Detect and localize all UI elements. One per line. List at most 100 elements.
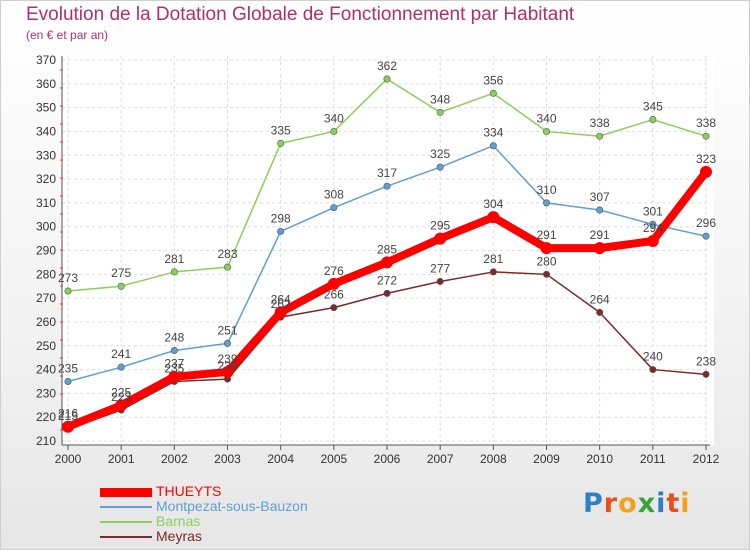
x-tick-label: 2012 (693, 452, 720, 466)
y-tick-label: 320 (36, 172, 56, 186)
y-tick-label: 280 (36, 267, 56, 281)
logo-letter: t (666, 488, 681, 519)
x-tick-label: 2008 (480, 452, 507, 466)
y-tick-label: 360 (36, 77, 56, 91)
data-label: 335 (271, 123, 291, 137)
y-tick-label: 330 (36, 148, 56, 162)
data-point (649, 220, 657, 228)
logo-letter: i (656, 488, 667, 519)
data-label: 310 (536, 183, 556, 197)
data-label: 215 (58, 409, 78, 423)
data-label: 348 (430, 92, 450, 106)
data-point (383, 182, 391, 190)
legend-label: Meyras (156, 528, 202, 544)
data-label: 273 (58, 271, 78, 285)
data-point (542, 127, 550, 135)
data-point (115, 399, 128, 412)
data-label: 277 (430, 261, 450, 275)
data-label: 276 (324, 264, 344, 278)
x-tick-label: 2005 (320, 452, 347, 466)
data-point (434, 232, 447, 245)
data-label: 241 (111, 347, 131, 361)
data-point (436, 277, 444, 285)
legend-swatch (100, 521, 152, 523)
data-label: 225 (111, 385, 131, 399)
data-label: 338 (696, 116, 716, 130)
data-point (224, 263, 232, 271)
data-point (277, 227, 285, 235)
data-label: 275 (111, 266, 131, 280)
y-tick-label: 260 (36, 315, 56, 329)
y-tick-label: 310 (36, 196, 56, 210)
x-tick-label: 2010 (586, 452, 613, 466)
y-tick-label: 350 (36, 101, 56, 115)
data-label: 362 (377, 59, 397, 73)
line-chart: 210 220 230 240 250 260 270 280 290 300 310 320 330 3… (36, 53, 720, 466)
data-point (330, 127, 338, 135)
x-tick-label: 2000 (55, 452, 82, 466)
data-point (274, 306, 287, 319)
data-point (168, 370, 181, 383)
logo-letter: i (680, 488, 691, 519)
data-point (381, 256, 393, 269)
data-point (170, 268, 178, 276)
data-point (702, 232, 710, 240)
legend-swatch (100, 536, 152, 538)
data-label: 238 (696, 354, 716, 368)
data-label: 281 (164, 252, 184, 266)
data-point (487, 211, 500, 224)
y-tick-label: 300 (36, 220, 56, 234)
x-tick-label: 2003 (214, 452, 241, 466)
data-label: 298 (271, 211, 291, 225)
data-label: 356 (483, 73, 503, 87)
y-tick-label: 210 (36, 434, 56, 448)
x-tick-label: 2006 (374, 452, 401, 466)
x-tick-label: 2009 (533, 452, 560, 466)
y-tick-label: 250 (36, 339, 56, 353)
data-point (224, 339, 232, 347)
data-label: 283 (217, 247, 237, 261)
data-label: 285 (377, 242, 397, 256)
data-point (702, 370, 710, 378)
data-label: 308 (324, 188, 344, 202)
data-label: 262 (271, 297, 291, 311)
data-point (170, 347, 178, 355)
legend-swatch (100, 506, 152, 508)
data-label: 291 (590, 228, 610, 242)
data-point (700, 165, 712, 178)
proxiti-logo: Proxiti (583, 488, 691, 519)
data-label: 317 (377, 166, 397, 180)
data-point (489, 268, 497, 276)
data-label: 272 (377, 273, 397, 287)
logo-letter: o (618, 488, 638, 519)
data-point (542, 270, 550, 278)
data-point (489, 142, 497, 150)
data-point (540, 242, 553, 255)
data-point (436, 108, 444, 116)
data-label: 325 (430, 147, 450, 161)
data-label: 304 (483, 197, 503, 211)
data-label: 338 (590, 116, 610, 130)
data-point (542, 199, 550, 207)
x-tick-label: 2002 (161, 452, 188, 466)
data-label: 248 (164, 331, 184, 345)
data-point (436, 163, 444, 171)
legend-swatch (100, 487, 152, 497)
y-tick-label: 290 (36, 244, 56, 258)
logo-letter: x (637, 488, 657, 519)
chart-subtitle: (en € et par an) (26, 28, 109, 42)
data-label: 239 (217, 352, 237, 366)
data-point (596, 308, 604, 316)
legend-label: THUEYTS (156, 483, 222, 499)
data-point (702, 132, 710, 140)
data-point (330, 304, 338, 312)
data-point (277, 139, 285, 147)
data-label: 281 (483, 252, 503, 266)
data-label: 235 (164, 361, 184, 375)
data-label: 340 (324, 111, 344, 125)
data-label: 301 (643, 204, 663, 218)
data-label: 235 (58, 361, 78, 375)
data-point (117, 363, 125, 371)
legend-label: Barnas (156, 513, 201, 529)
data-point (646, 234, 659, 247)
